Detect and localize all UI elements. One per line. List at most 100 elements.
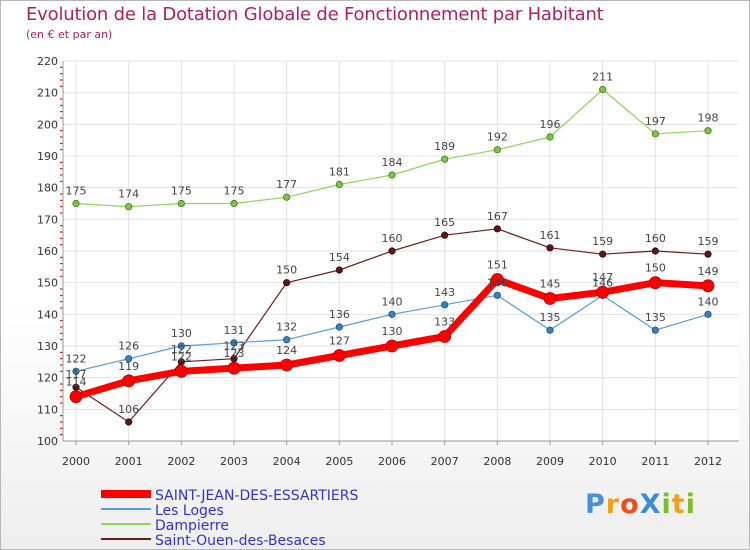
proxiti-logo: ProXiti — [585, 489, 696, 520]
data-label-les-loges: 136 — [329, 308, 350, 321]
data-point-saint-ouen-des-besaces — [704, 250, 712, 258]
data-point-saint-jean-des-essartiers — [174, 364, 188, 378]
data-point-saint-jean-des-essartiers — [280, 358, 294, 372]
data-point-saint-ouen-des-besaces — [599, 250, 607, 258]
y-tick-label: 180 — [37, 182, 58, 195]
data-label-dampierre: 175 — [224, 185, 245, 198]
data-label-saint-ouen-des-besaces: 160 — [645, 232, 666, 245]
data-label-dampierre: 174 — [118, 188, 139, 201]
data-point-les-loges — [493, 291, 501, 299]
data-label-saint-jean-des-essartiers: 145 — [540, 278, 561, 291]
data-point-saint-jean-des-essartiers — [227, 361, 241, 375]
data-label-saint-ouen-des-besaces: 159 — [592, 235, 613, 248]
data-point-saint-jean-des-essartiers — [438, 330, 452, 343]
data-label-les-loges: 130 — [171, 327, 192, 340]
data-label-les-loges: 143 — [434, 286, 455, 299]
data-point-saint-jean-des-essartiers — [701, 279, 715, 293]
legend-label-saint-jean-des-essartiers: SAINT-JEAN-DES-ESSARTIERS — [155, 488, 358, 504]
data-label-les-loges: 126 — [118, 340, 139, 353]
x-tick-label: 2012 — [694, 455, 722, 468]
data-label-saint-jean-des-essartiers: 123 — [224, 347, 245, 360]
data-point-saint-jean-des-essartiers — [490, 273, 504, 286]
data-point-saint-ouen-des-besaces — [493, 225, 501, 233]
data-point-saint-ouen-des-besaces — [283, 279, 291, 287]
x-tick-label: 2002 — [167, 455, 195, 468]
data-label-saint-jean-des-essartiers: 119 — [118, 360, 139, 373]
data-label-saint-jean-des-essartiers: 122 — [171, 350, 192, 363]
data-point-les-loges — [388, 310, 396, 318]
x-tick-label: 2006 — [378, 455, 406, 468]
data-label-les-loges: 132 — [276, 321, 297, 334]
data-label-les-loges: 146 — [592, 276, 613, 289]
data-label-les-loges: 135 — [540, 311, 561, 324]
y-tick-label: 170 — [37, 213, 58, 226]
x-tick-label: 2011 — [641, 455, 669, 468]
data-label-saint-ouen-des-besaces: 106 — [118, 403, 139, 416]
data-point-saint-ouen-des-besaces — [335, 266, 343, 274]
data-label-dampierre: 198 — [698, 112, 719, 125]
data-point-les-loges — [230, 339, 238, 347]
legend-label-les-loges: Les Loges — [155, 503, 224, 519]
data-label-dampierre: 181 — [329, 166, 350, 179]
x-tick-label: 2008 — [483, 455, 511, 468]
data-point-dampierre — [599, 85, 607, 94]
x-tick-label: 2000 — [62, 455, 90, 468]
legend-label-saint-ouen-des-besaces: Saint-Ouen-des-Besaces — [155, 533, 326, 549]
data-point-saint-ouen-des-besaces — [388, 247, 396, 255]
data-point-saint-jean-des-essartiers — [596, 285, 610, 299]
y-tick-label: 160 — [37, 245, 58, 258]
y-tick-label: 110 — [37, 403, 58, 416]
data-label-saint-ouen-des-besaces: 117 — [66, 368, 87, 381]
data-label-dampierre: 189 — [434, 140, 455, 153]
data-point-dampierre — [283, 193, 291, 201]
data-label-saint-jean-des-essartiers: 130 — [382, 325, 403, 338]
data-point-saint-ouen-des-besaces — [441, 231, 449, 239]
data-label-les-loges: 131 — [224, 324, 245, 337]
y-tick-label: 210 — [37, 87, 58, 100]
data-point-dampierre — [546, 133, 554, 141]
data-label-saint-jean-des-essartiers: 114 — [66, 376, 87, 389]
data-point-saint-jean-des-essartiers — [69, 390, 83, 404]
legend-label-dampierre: Dampierre — [155, 518, 229, 534]
data-label-saint-ouen-des-besaces: 154 — [329, 251, 350, 264]
data-point-dampierre — [493, 146, 501, 154]
data-label-saint-ouen-des-besaces: 167 — [487, 210, 508, 223]
data-label-saint-ouen-des-besaces: 160 — [382, 232, 403, 245]
data-point-les-loges — [546, 326, 554, 334]
data-label-dampierre: 177 — [276, 178, 297, 191]
data-label-dampierre: 197 — [645, 115, 666, 128]
data-label-saint-jean-des-essartiers: 151 — [487, 259, 508, 272]
y-tick-label: 190 — [37, 150, 58, 163]
data-label-saint-jean-des-essartiers: 147 — [592, 271, 613, 284]
data-point-dampierre — [335, 180, 343, 189]
data-label-saint-jean-des-essartiers: 150 — [645, 262, 666, 275]
data-point-saint-jean-des-essartiers — [122, 374, 136, 388]
y-tick-label: 100 — [37, 435, 58, 448]
data-label-dampierre: 175 — [171, 185, 192, 198]
data-label-saint-ouen-des-besaces: 165 — [434, 216, 455, 229]
data-label-dampierre: 192 — [487, 131, 508, 144]
data-label-saint-jean-des-essartiers: 127 — [329, 335, 350, 348]
y-tick-label: 220 — [37, 55, 58, 68]
data-label-saint-jean-des-essartiers: 133 — [434, 316, 455, 329]
data-point-saint-ouen-des-besaces — [651, 247, 659, 255]
data-point-saint-jean-des-essartiers — [648, 276, 662, 290]
data-point-dampierre — [72, 199, 80, 208]
x-tick-label: 2003 — [220, 455, 248, 468]
data-label-dampierre: 211 — [592, 71, 613, 84]
data-label-saint-ouen-des-besaces: 161 — [540, 229, 561, 242]
data-point-dampierre — [441, 155, 449, 163]
data-label-les-loges: 140 — [382, 295, 403, 308]
data-point-saint-jean-des-essartiers — [385, 339, 399, 353]
data-label-saint-ouen-des-besaces: 159 — [698, 235, 719, 248]
data-point-dampierre — [651, 130, 659, 138]
data-point-saint-jean-des-essartiers — [543, 292, 557, 305]
data-point-dampierre — [230, 199, 238, 208]
data-label-les-loges: 122 — [66, 352, 87, 365]
data-label-saint-jean-des-essartiers: 149 — [698, 265, 719, 278]
y-tick-label: 140 — [37, 308, 58, 321]
data-point-les-loges — [72, 367, 80, 375]
data-point-les-loges — [441, 301, 449, 309]
data-point-dampierre — [125, 203, 133, 211]
